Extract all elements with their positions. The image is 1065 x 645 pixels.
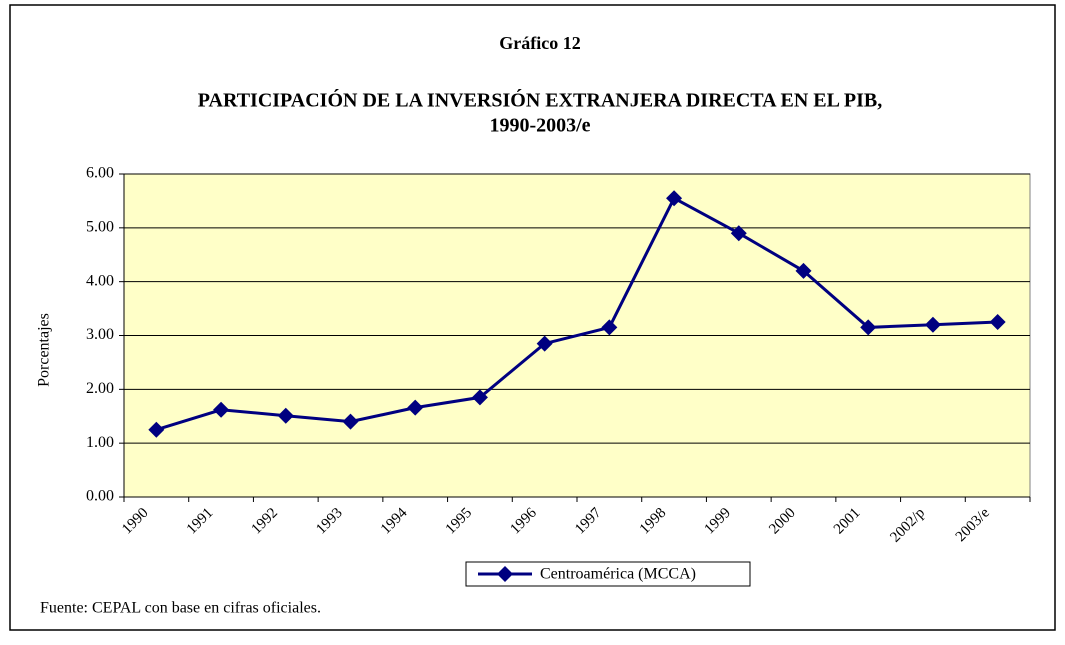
y-axis-label: Porcentajes <box>36 313 53 387</box>
data-point <box>795 262 812 279</box>
y-tick-label: 0.00 <box>86 488 114 505</box>
y-tick-label: 3.00 <box>86 326 114 343</box>
data-point <box>407 399 424 416</box>
data-point <box>471 389 488 406</box>
data-point <box>277 407 294 424</box>
y-tick-label: 6.00 <box>86 165 114 182</box>
chart-title-line2: 1990-2003/e <box>489 115 590 137</box>
series-line <box>155 196 998 432</box>
legend-label: Centroamérica (MCCA) <box>540 566 696 583</box>
data-point <box>730 225 747 242</box>
data-point <box>342 413 359 430</box>
y-tick-label: 5.00 <box>86 219 114 236</box>
data-point <box>860 319 877 336</box>
data-point <box>601 319 618 336</box>
data-point <box>213 401 230 418</box>
source-note: Fuente: CEPAL con base en cifras oficial… <box>40 600 321 617</box>
data-point <box>924 316 941 333</box>
data-point <box>536 335 553 352</box>
y-tick-label: 1.00 <box>86 434 114 451</box>
data-point <box>989 314 1006 331</box>
chart-title: PARTICIPACIÓN DE LA INVERSIÓN EXTRANJERA… <box>198 88 882 112</box>
data-point <box>148 421 165 438</box>
data-point <box>666 190 683 207</box>
y-tick-label: 2.00 <box>86 380 114 397</box>
y-tick-label: 4.00 <box>86 272 114 289</box>
chart-subtitle: Gráfico 12 <box>499 33 580 53</box>
legend-marker <box>497 566 513 582</box>
